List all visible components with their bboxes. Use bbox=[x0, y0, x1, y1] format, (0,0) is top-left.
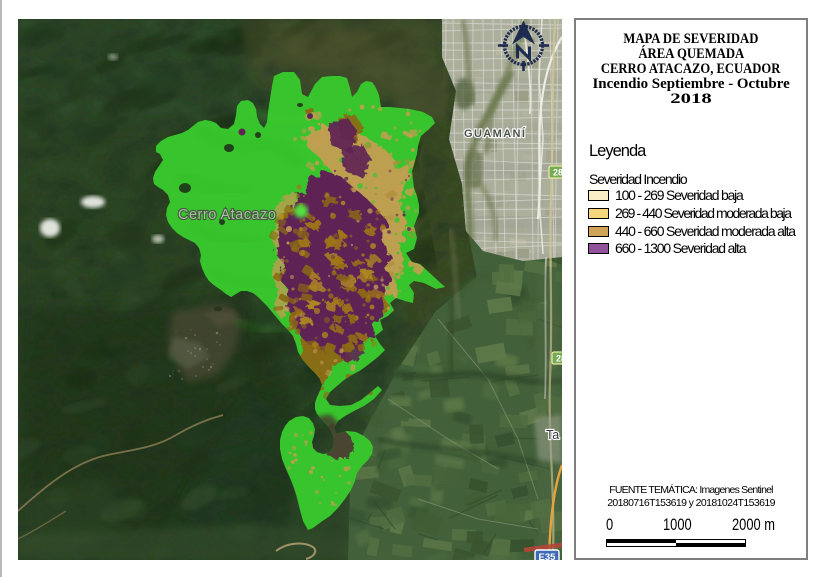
svg-text:E35: E35 bbox=[539, 552, 557, 560]
svg-text:Cerro Atacazo: Cerro Atacazo bbox=[178, 207, 276, 223]
svg-text:28: 28 bbox=[556, 354, 562, 364]
svg-text:Ta: Ta bbox=[546, 428, 559, 442]
svg-text:GUAMANÍ: GUAMANÍ bbox=[464, 127, 526, 140]
svg-text:28: 28 bbox=[553, 168, 562, 178]
